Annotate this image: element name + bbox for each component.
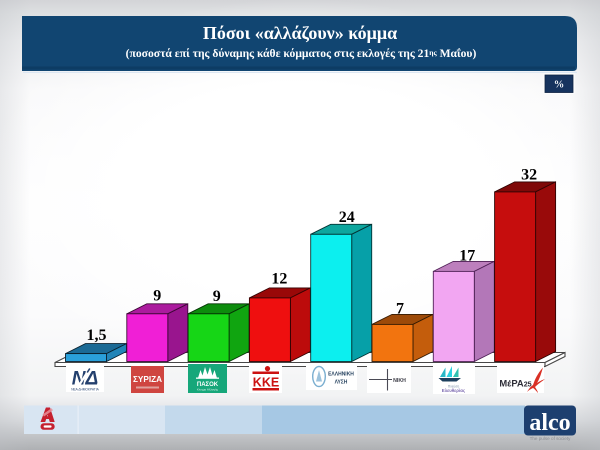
svg-text:%: % bbox=[554, 80, 565, 91]
svg-text:1,5: 1,5 bbox=[87, 327, 107, 344]
svg-text:12: 12 bbox=[271, 271, 287, 288]
svg-text:The pulse of society: The pulse of society bbox=[530, 436, 572, 441]
svg-text:alco: alco bbox=[529, 410, 570, 436]
svg-text:ΝΔ: ΝΔ bbox=[72, 369, 98, 390]
svg-text:9: 9 bbox=[153, 287, 161, 304]
svg-text:9: 9 bbox=[213, 288, 221, 305]
svg-text:ΝΙΚΗ: ΝΙΚΗ bbox=[393, 378, 406, 384]
svg-text:ΛΥΣΗ: ΛΥΣΗ bbox=[335, 380, 348, 386]
svg-text:7: 7 bbox=[396, 301, 404, 318]
svg-text:Ελευθερίας: Ελευθερίας bbox=[442, 388, 466, 393]
svg-text:Πόσοι «αλλάζουν» κόμμα: Πόσοι «αλλάζουν» κόμμα bbox=[203, 23, 397, 43]
svg-text:(ποσοστά επί της δύναμης κάθε: (ποσοστά επί της δύναμης κάθε κόμματος σ… bbox=[126, 47, 477, 60]
svg-text:ΕΛΛΗΝΙΚΗ: ΕΛΛΗΝΙΚΗ bbox=[328, 372, 354, 378]
svg-text:ΣΥΡΙΖΑ: ΣΥΡΙΖΑ bbox=[133, 375, 162, 384]
svg-text:Πλεύση: Πλεύση bbox=[448, 385, 460, 389]
svg-text:ΝΕΑ ΔΗΜΟΚΡΑΤΙΑ: ΝΕΑ ΔΗΜΟΚΡΑΤΙΑ bbox=[71, 388, 99, 392]
svg-text:ΜέΡΑ25: ΜέΡΑ25 bbox=[499, 378, 531, 389]
svg-text:Κίνημα Αλλαγής: Κίνημα Αλλαγής bbox=[197, 387, 219, 391]
svg-text:ΠΑΣΟΚ: ΠΑΣΟΚ bbox=[197, 382, 219, 388]
svg-text:ΚΚΕ: ΚΚΕ bbox=[253, 376, 279, 390]
svg-text:17: 17 bbox=[459, 247, 475, 264]
svg-text:32: 32 bbox=[521, 166, 537, 183]
svg-text:24: 24 bbox=[339, 209, 355, 226]
